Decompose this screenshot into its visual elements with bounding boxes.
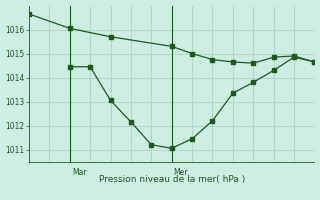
X-axis label: Pression niveau de la mer( hPa ): Pression niveau de la mer( hPa ) <box>99 175 245 184</box>
Text: Mer: Mer <box>174 168 188 177</box>
Text: Mar: Mar <box>72 168 86 177</box>
